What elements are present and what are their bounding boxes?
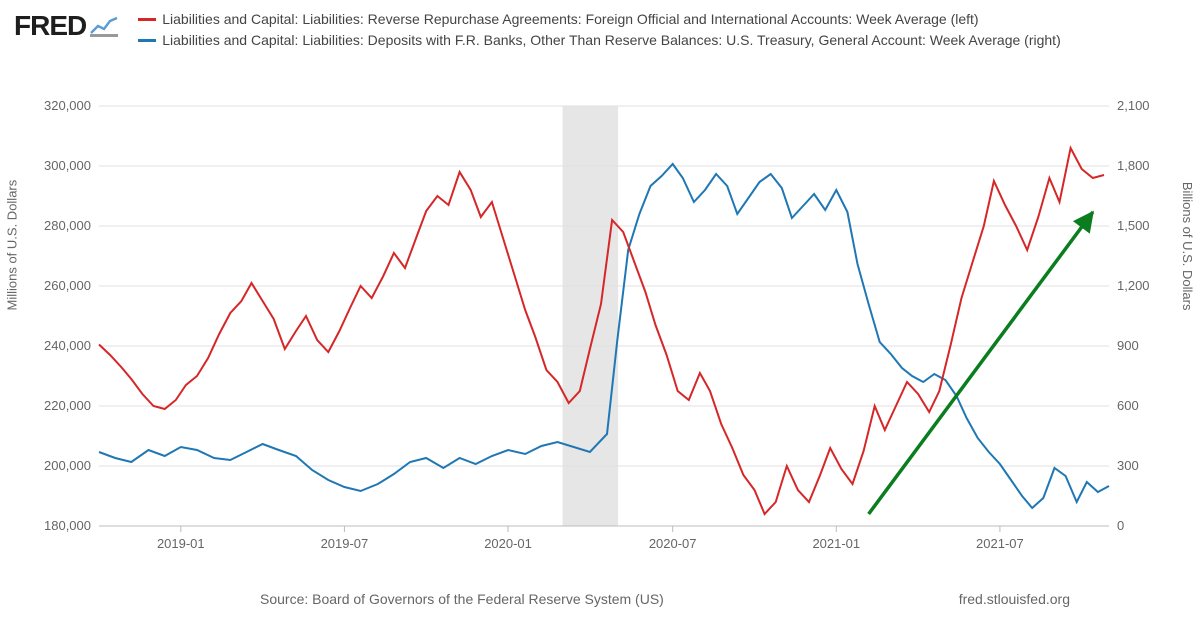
- x-tick: 2021-07: [976, 536, 1024, 551]
- logo-text: FRED: [14, 10, 86, 42]
- y-right-tick: 2,100: [1117, 100, 1150, 113]
- fred-logo: FRED: [14, 10, 118, 42]
- annotation-arrow: [869, 212, 1093, 514]
- source-text: Source: Board of Governors of the Federa…: [260, 591, 664, 607]
- y-left-tick: 220,000: [44, 398, 91, 413]
- y-left-tick: 260,000: [44, 278, 91, 293]
- legend-item-series1: Liabilities and Capital: Liabilities: Re…: [138, 10, 1186, 29]
- y-left-tick: 240,000: [44, 338, 91, 353]
- y-left-tick: 280,000: [44, 218, 91, 233]
- chart-legend: Liabilities and Capital: Liabilities: Re…: [138, 10, 1186, 52]
- x-tick: 2020-07: [649, 536, 697, 551]
- y-axis-right-label: Billions of U.S. Dollars: [1181, 181, 1196, 310]
- y-axis-left-label: Millions of U.S. Dollars: [5, 179, 20, 310]
- x-tick: 2020-01: [484, 536, 532, 551]
- y-right-tick: 1,800: [1117, 158, 1150, 173]
- y-right-tick: 600: [1117, 398, 1139, 413]
- y-right-tick: 900: [1117, 338, 1139, 353]
- legend-item-series2: Liabilities and Capital: Liabilities: De…: [138, 31, 1186, 50]
- y-left-tick: 180,000: [44, 518, 91, 533]
- y-right-tick: 1,200: [1117, 278, 1150, 293]
- x-tick: 2019-01: [157, 536, 205, 551]
- y-left-tick: 300,000: [44, 158, 91, 173]
- recession-band: [563, 106, 619, 526]
- legend-label-series2: Liabilities and Capital: Liabilities: De…: [162, 31, 1061, 50]
- y-right-tick: 0: [1117, 518, 1124, 533]
- x-tick: 2021-01: [812, 536, 860, 551]
- chart-footer: Source: Board of Governors of the Federa…: [0, 591, 1200, 607]
- y-left-tick: 320,000: [44, 100, 91, 113]
- y-right-tick: 300: [1117, 458, 1139, 473]
- legend-swatch-series1: [138, 18, 156, 21]
- y-left-tick: 200,000: [44, 458, 91, 473]
- site-text: fred.stlouisfed.org: [959, 591, 1070, 607]
- chart-area: Millions of U.S. Dollars Billions of U.S…: [14, 100, 1186, 565]
- y-right-tick: 1,500: [1117, 218, 1150, 233]
- chart-svg: 180,000 200,000 220,000 240,000 260,000 280,0…: [14, 100, 1186, 565]
- legend-swatch-series2: [138, 39, 156, 42]
- legend-label-series1: Liabilities and Capital: Liabilities: Re…: [162, 10, 978, 29]
- x-tick: 2019-07: [321, 536, 369, 551]
- logo-chart-icon: [90, 15, 118, 37]
- chart-header: FRED Liabilities and Capital: Liabilitie…: [14, 10, 1186, 52]
